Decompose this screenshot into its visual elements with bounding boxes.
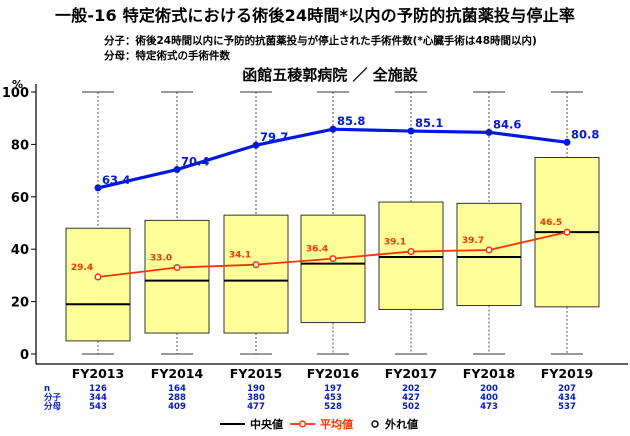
mean-point [252,261,260,269]
mean-label: 33.0 [150,254,172,264]
mean-label: 34.1 [229,251,251,261]
x-tick-label: FY2019 [541,366,593,381]
table-cell: 202 [402,384,420,394]
table-cell: 207 [558,384,576,394]
legend-outlier-swatch [371,420,379,428]
mean-point [94,273,102,281]
legend-outlier-label: 外れ値 [384,417,418,431]
table-cell: 427 [402,393,420,403]
y-tick-label: 20 [11,296,29,311]
mean-point [329,255,337,263]
table-cell: 477 [247,402,265,412]
mean-point [173,263,181,272]
mean-point [563,228,571,236]
table-cell: 380 [247,393,265,403]
table-cell: 288 [168,393,186,403]
mean-point [485,246,493,254]
legend-median-label: 中央値 [250,417,283,431]
table-cell: 409 [168,402,186,412]
table-row-label: 分子 [44,392,62,403]
table-cell: 502 [402,402,420,412]
table-cell: 197 [324,384,342,394]
hospital-label: 80.8 [571,127,599,141]
x-tick-label: FY2017 [385,366,437,381]
table-cell: 344 [89,393,107,403]
hospital-point [252,141,260,149]
table-row-label: n [44,384,50,394]
box [144,219,210,334]
mean-point [407,248,415,256]
y-tick-label: 60 [11,191,29,206]
hospital-label: 79.7 [260,130,288,144]
hospital-point [407,127,415,135]
table-cell: 400 [480,393,498,403]
y-tick-label: 0 [20,348,29,363]
box [65,227,131,342]
box [456,202,522,307]
x-tick-label: FY2015 [230,366,282,381]
table-cell: 473 [480,402,498,412]
hospital-label: 84.6 [493,117,521,131]
hospital-series-line [97,127,568,190]
table-cell: 164 [168,384,186,394]
hospital-point [563,138,571,146]
table-cell: 434 [558,393,576,403]
y-axis-label: % [12,78,23,91]
mean-label: 39.7 [462,236,484,246]
mean-label: 36.4 [306,245,328,255]
page-title: 一般-16 特定術式における術後24時間*以内の予防的抗菌薬投与停止率 [54,6,576,25]
table-cell: 200 [480,384,498,394]
numerator-note: 分子：術後24時間以内に予防的抗菌薬投与が停止された手術件数(*心臓手術は48時… [104,35,537,47]
hospital-point [329,125,337,133]
mean-label: 46.5 [540,218,562,228]
denominator-note: 分母：特定術式の手術件数 [104,50,230,62]
hospital-point [485,128,493,136]
legend-mean-label: 平均値 [320,417,353,431]
x-tick-label: FY2018 [463,366,515,381]
y-tick-label: 80 [11,138,29,153]
x-tick-label: FY2016 [307,366,360,381]
hospital-label: 85.8 [337,114,365,128]
mean-label: 39.1 [384,238,406,248]
box [223,214,289,334]
table-cell: 190 [247,384,265,394]
x-tick-label: FY2013 [72,366,124,381]
hospital-point [173,166,181,174]
box [300,214,366,324]
hospital-label: 63.4 [102,173,130,187]
legend-mean-swatch-point [298,420,307,428]
table-cell: 537 [558,402,576,412]
hospital-label: 70.4 [181,155,209,169]
box [378,201,444,310]
x-tick-label: FY2014 [151,366,204,381]
table-cell: 453 [324,393,342,403]
table-cell: 126 [89,384,107,394]
hospital-label: 85.1 [415,116,443,130]
chart-title: 函館五稜郭病院 ／ 全施設 [242,66,418,84]
y-tick-label: 100 [2,86,29,101]
table-cell: 543 [89,402,107,412]
table-cell: 528 [324,402,342,412]
table-row-label: 分母 [44,401,62,412]
y-tick-label: 40 [11,243,29,258]
hospital-point [94,184,102,192]
mean-label: 29.4 [71,263,93,273]
